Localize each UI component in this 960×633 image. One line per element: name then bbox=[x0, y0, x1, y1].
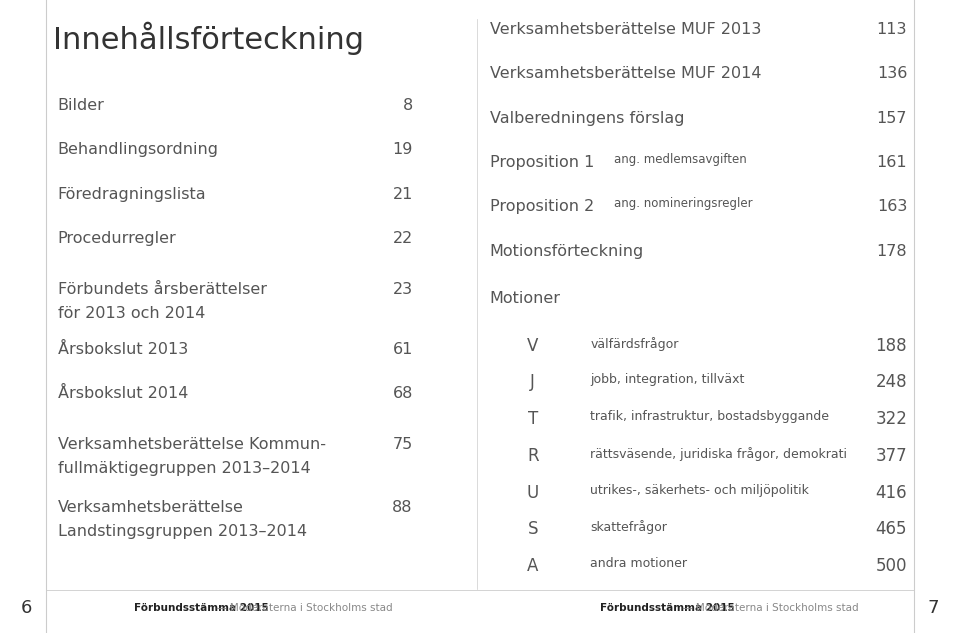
Text: Förbundsstämma 2015: Förbundsstämma 2015 bbox=[600, 603, 734, 613]
Text: 188: 188 bbox=[876, 337, 907, 354]
Text: Föredragningslista: Föredragningslista bbox=[58, 187, 206, 202]
Text: Förbundsstämma 2015: Förbundsstämma 2015 bbox=[134, 603, 269, 613]
Text: A: A bbox=[527, 557, 539, 575]
Text: Procedurregler: Procedurregler bbox=[58, 231, 177, 246]
Text: 88: 88 bbox=[393, 500, 413, 515]
Text: Motioner: Motioner bbox=[490, 291, 561, 306]
Text: S: S bbox=[528, 520, 538, 538]
Text: Verksamhetsberättelse: Verksamhetsberättelse bbox=[58, 500, 244, 515]
Text: 416: 416 bbox=[876, 484, 907, 501]
Text: Verksamhetsberättelse MUF 2014: Verksamhetsberättelse MUF 2014 bbox=[490, 66, 761, 82]
Text: Verksamhetsberättelse Kommun-: Verksamhetsberättelse Kommun- bbox=[58, 437, 325, 452]
Text: Förbundets årsberättelser: Förbundets årsberättelser bbox=[58, 282, 267, 297]
Text: 377: 377 bbox=[876, 447, 907, 465]
Text: Landstingsgruppen 2013–2014: Landstingsgruppen 2013–2014 bbox=[58, 524, 307, 539]
Text: Motionsförteckning: Motionsförteckning bbox=[490, 244, 644, 259]
Text: fullmäktigegruppen 2013–2014: fullmäktigegruppen 2013–2014 bbox=[58, 461, 310, 476]
Text: J: J bbox=[530, 373, 536, 391]
Text: Årsbokslut 2014: Årsbokslut 2014 bbox=[58, 386, 188, 401]
Text: 61: 61 bbox=[393, 342, 413, 357]
Text: Bilder: Bilder bbox=[58, 98, 105, 113]
Text: 136: 136 bbox=[876, 66, 907, 82]
Text: 21: 21 bbox=[393, 187, 413, 202]
Text: 19: 19 bbox=[393, 142, 413, 158]
Text: Behandlingsordning: Behandlingsordning bbox=[58, 142, 219, 158]
Text: 157: 157 bbox=[876, 111, 907, 126]
Text: 500: 500 bbox=[876, 557, 907, 575]
Text: — Moderaterna i Stockholms stad: — Moderaterna i Stockholms stad bbox=[213, 603, 393, 613]
Text: 161: 161 bbox=[876, 155, 907, 170]
Text: Proposition 2: Proposition 2 bbox=[490, 199, 594, 215]
Text: 248: 248 bbox=[876, 373, 907, 391]
Text: ang. nomineringsregler: ang. nomineringsregler bbox=[614, 197, 753, 210]
Text: 322: 322 bbox=[876, 410, 907, 428]
Text: 465: 465 bbox=[876, 520, 907, 538]
Text: — Moderaterna i Stockholms stad: — Moderaterna i Stockholms stad bbox=[679, 603, 858, 613]
Text: Valberedningens förslag: Valberedningens förslag bbox=[490, 111, 684, 126]
Text: 23: 23 bbox=[393, 282, 413, 297]
Text: 163: 163 bbox=[876, 199, 907, 215]
Text: T: T bbox=[528, 410, 538, 428]
Text: 68: 68 bbox=[393, 386, 413, 401]
Text: 22: 22 bbox=[393, 231, 413, 246]
Text: utrikes-, säkerhets- och miljöpolitik: utrikes-, säkerhets- och miljöpolitik bbox=[590, 484, 809, 497]
Text: för 2013 och 2014: för 2013 och 2014 bbox=[58, 306, 205, 321]
Text: Innehållsförteckning: Innehållsförteckning bbox=[53, 22, 364, 56]
Text: skattefrågor: skattefrågor bbox=[590, 520, 667, 534]
Text: V: V bbox=[527, 337, 539, 354]
Text: trafik, infrastruktur, bostadsbyggande: trafik, infrastruktur, bostadsbyggande bbox=[590, 410, 829, 423]
Text: Proposition 1: Proposition 1 bbox=[490, 155, 594, 170]
Text: 178: 178 bbox=[876, 244, 907, 259]
Text: jobb, integration, tillväxt: jobb, integration, tillväxt bbox=[590, 373, 745, 387]
Text: Årsbokslut 2013: Årsbokslut 2013 bbox=[58, 342, 188, 357]
Text: Verksamhetsberättelse MUF 2013: Verksamhetsberättelse MUF 2013 bbox=[490, 22, 761, 37]
Text: rättsväsende, juridiska frågor, demokrati: rättsväsende, juridiska frågor, demokrat… bbox=[590, 447, 848, 461]
Text: andra motioner: andra motioner bbox=[590, 557, 687, 570]
Text: 113: 113 bbox=[876, 22, 907, 37]
Text: R: R bbox=[527, 447, 539, 465]
Text: U: U bbox=[527, 484, 539, 501]
Text: 7: 7 bbox=[927, 599, 939, 617]
Text: 6: 6 bbox=[21, 599, 33, 617]
Text: välfärdsfrågor: välfärdsfrågor bbox=[590, 337, 679, 351]
Text: 8: 8 bbox=[402, 98, 413, 113]
Text: 75: 75 bbox=[393, 437, 413, 452]
Text: ang. medlemsavgiften: ang. medlemsavgiften bbox=[614, 153, 747, 166]
